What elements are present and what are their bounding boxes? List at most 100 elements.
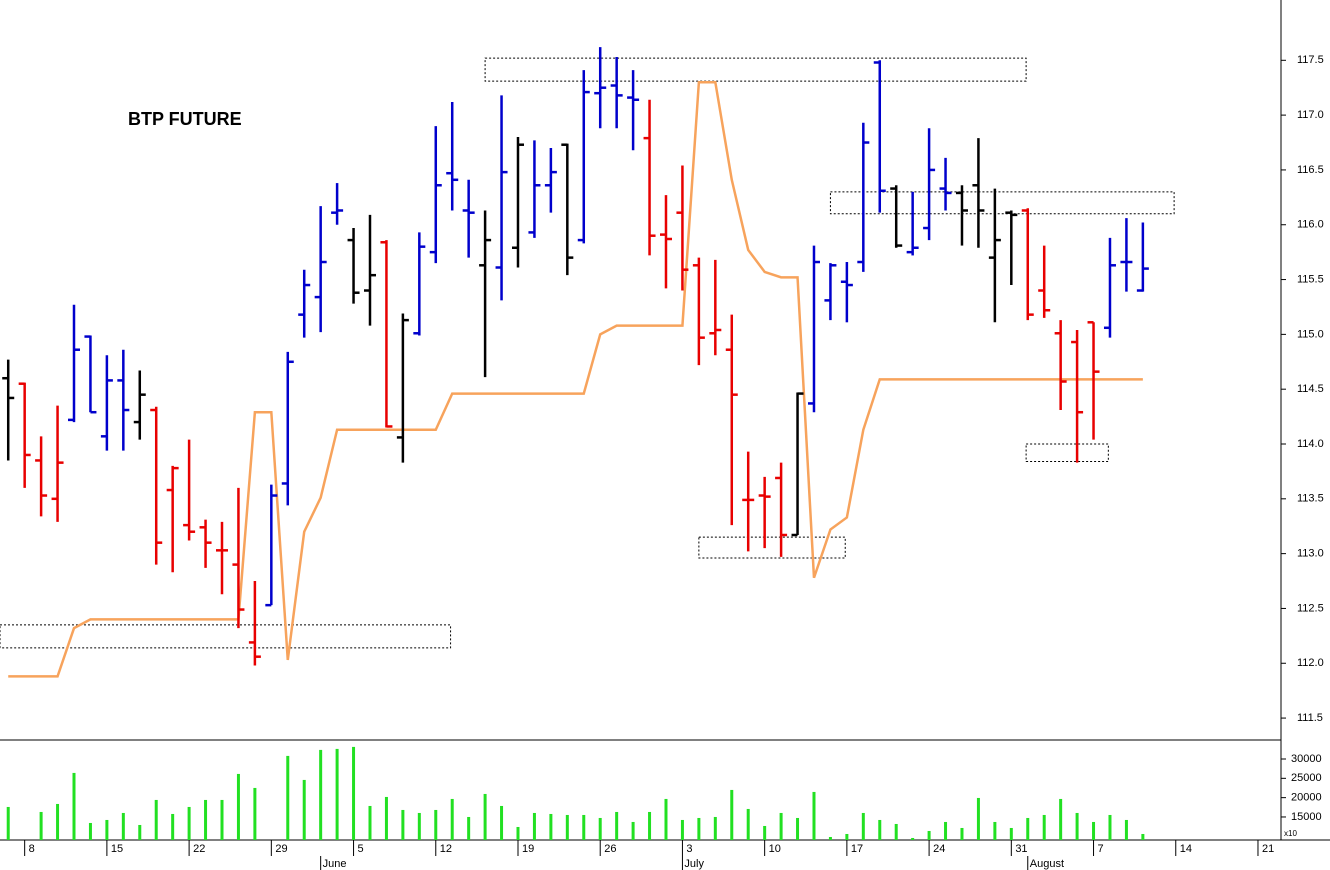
- volume-bar: [1026, 817, 1030, 840]
- volume-bar: [401, 809, 405, 840]
- volume-tick-label: 25000: [1291, 772, 1322, 784]
- volume-bar: [582, 814, 586, 840]
- volume-bar: [960, 827, 964, 840]
- volume-bar: [779, 812, 783, 840]
- volume-bar: [927, 830, 931, 840]
- volume-bar: [368, 805, 372, 840]
- volume-bar: [56, 803, 60, 840]
- x-tick-label: 31: [1015, 843, 1027, 855]
- volume-bar: [204, 799, 208, 840]
- volume-bar: [1042, 814, 1046, 840]
- volume-bar: [796, 817, 800, 840]
- volume-bar: [680, 819, 684, 840]
- volume-bar: [861, 812, 865, 840]
- volume-bar: [894, 823, 898, 840]
- y-tick-label: 113.0: [1297, 548, 1324, 560]
- volume-bar: [532, 812, 536, 840]
- volume-bar: [664, 798, 668, 840]
- volume-bar: [878, 819, 882, 840]
- volume-bar: [105, 819, 109, 840]
- x-tick-label: 12: [440, 843, 452, 855]
- volume-bar: [434, 809, 438, 840]
- volume-bar: [1092, 821, 1096, 840]
- y-tick-label: 114.0: [1297, 438, 1324, 450]
- x-tick-label: 19: [522, 843, 534, 855]
- zone: [1025, 443, 1109, 463]
- volume-bar: [483, 793, 487, 840]
- x-tick-label: 24: [933, 843, 945, 855]
- volume-tick-label: 20000: [1291, 792, 1322, 804]
- x-tick-label: 10: [769, 843, 781, 855]
- zone: [829, 191, 1175, 215]
- volume-bar: [6, 806, 10, 840]
- volume-unit-label: x10: [1284, 829, 1297, 838]
- x-tick-label: 3: [686, 843, 692, 855]
- volume-bar: [352, 746, 356, 840]
- volume-bar: [450, 798, 454, 840]
- volume-bar: [417, 812, 421, 840]
- volume-tick-label: 30000: [1291, 753, 1322, 765]
- volume-bar: [944, 821, 948, 840]
- x-tick-label: 29: [275, 843, 287, 855]
- volume-bar: [763, 825, 767, 840]
- volume-bar: [911, 837, 915, 840]
- volume-bar: [1124, 819, 1128, 840]
- x-tick-label: 22: [193, 843, 205, 855]
- volume-bar: [1108, 814, 1112, 840]
- volume-bar: [746, 808, 750, 840]
- volume-bar: [615, 811, 619, 840]
- volume-bar: [648, 811, 652, 840]
- volume-bar: [121, 812, 125, 840]
- x-tick-label: 7: [1098, 843, 1104, 855]
- volume-bar: [1075, 812, 1079, 840]
- volume-bar: [467, 816, 471, 840]
- y-tick-label: 115.5: [1297, 273, 1324, 285]
- volume-bar: [187, 806, 191, 840]
- volume-bar: [516, 826, 520, 840]
- volume-bar: [500, 805, 504, 840]
- volume-bar: [253, 787, 257, 840]
- volume-bar: [631, 821, 635, 840]
- month-label: June: [323, 858, 347, 870]
- volume-bar: [598, 817, 602, 840]
- volume-bar: [220, 799, 224, 840]
- volume-bar: [828, 836, 832, 840]
- volume-bar: [1141, 833, 1145, 840]
- volume-bar: [549, 813, 553, 840]
- volume-bar: [730, 789, 734, 840]
- volume-bar: [565, 814, 569, 840]
- x-tick-label: 5: [358, 843, 364, 855]
- volume-bar: [845, 833, 849, 840]
- volume-bar: [812, 791, 816, 840]
- volume-bar: [713, 816, 717, 840]
- indicator-line: [8, 80, 1143, 678]
- y-tick-label: 112.0: [1297, 657, 1324, 669]
- x-tick-label: 17: [851, 843, 863, 855]
- y-tick-label: 117.0: [1297, 109, 1324, 121]
- x-tick-label: 26: [604, 843, 616, 855]
- volume-bar: [286, 755, 290, 840]
- x-tick-label: 14: [1180, 843, 1192, 855]
- zone: [698, 536, 846, 559]
- y-tick-label: 113.5: [1297, 493, 1324, 505]
- zone: [484, 57, 1027, 82]
- volume-bar: [697, 817, 701, 840]
- volume-bar: [72, 772, 76, 840]
- volume-bar: [88, 822, 92, 840]
- chart-title: BTP FUTURE: [128, 109, 242, 129]
- x-tick-label: 15: [111, 843, 123, 855]
- zone: [0, 624, 452, 649]
- volume-bar: [154, 799, 158, 840]
- y-tick-label: 115.0: [1297, 328, 1324, 340]
- volume-bar: [302, 779, 306, 840]
- y-tick-label: 112.5: [1297, 602, 1324, 614]
- month-label: August: [1030, 858, 1064, 870]
- volume-bar: [335, 748, 339, 840]
- volume-bar: [1059, 798, 1063, 840]
- volume-bar: [39, 811, 43, 840]
- volume-tick-label: 15000: [1291, 811, 1322, 823]
- volume-bar: [236, 773, 240, 840]
- x-tick-label: 8: [29, 843, 35, 855]
